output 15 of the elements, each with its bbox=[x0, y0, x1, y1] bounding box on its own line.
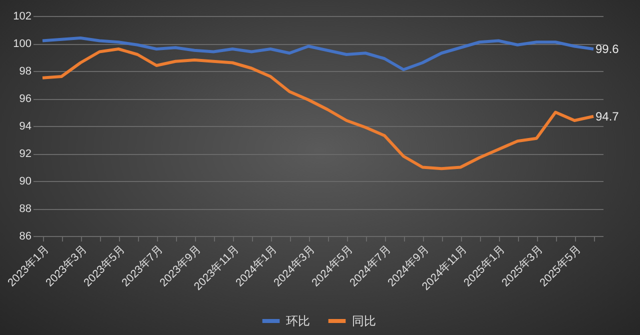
legend-label: 同比 bbox=[352, 314, 376, 328]
y-tick-label: 98 bbox=[19, 66, 32, 78]
y-tick-label: 100 bbox=[13, 38, 32, 50]
y-tick-label: 92 bbox=[19, 148, 32, 160]
y-tick-label: 88 bbox=[19, 203, 32, 215]
data-label: 94.7 bbox=[596, 109, 620, 124]
y-tick-label: 86 bbox=[19, 230, 32, 242]
line-series bbox=[41, 48, 595, 170]
y-tick-label: 96 bbox=[19, 93, 32, 105]
y-tick-label: 90 bbox=[19, 176, 32, 188]
line-series bbox=[41, 36, 595, 72]
y-tick-label: 94 bbox=[19, 120, 32, 132]
y-tick-label: 102 bbox=[13, 10, 32, 22]
legend-label: 环比 bbox=[286, 314, 310, 328]
data-label: 99.6 bbox=[596, 42, 620, 56]
